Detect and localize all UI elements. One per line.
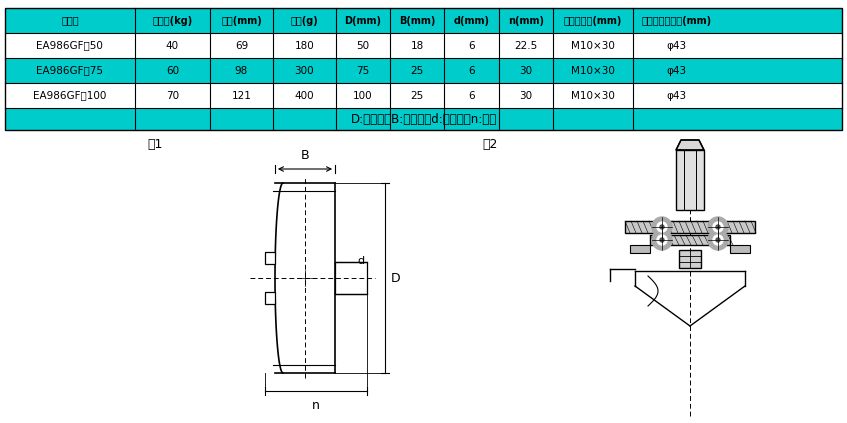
Text: 30: 30 xyxy=(519,91,533,101)
Bar xyxy=(625,221,755,233)
Text: 100: 100 xyxy=(353,91,373,101)
Text: 98: 98 xyxy=(235,66,248,75)
Circle shape xyxy=(716,225,720,229)
Text: ネジサイズ(mm): ネジサイズ(mm) xyxy=(564,16,623,25)
Text: B: B xyxy=(301,149,309,162)
Polygon shape xyxy=(676,140,704,150)
Bar xyxy=(265,252,275,264)
Text: d: d xyxy=(357,256,364,266)
Text: EA986GF－100: EA986GF－100 xyxy=(33,91,107,101)
Circle shape xyxy=(708,230,728,250)
Text: 70: 70 xyxy=(166,91,179,101)
Bar xyxy=(335,262,367,294)
Circle shape xyxy=(660,225,664,229)
Text: 全高(mm): 全高(mm) xyxy=(221,16,262,25)
Text: 図2: 図2 xyxy=(482,138,498,151)
Bar xyxy=(730,245,750,253)
Bar xyxy=(5,8,842,130)
Bar xyxy=(679,250,701,268)
Circle shape xyxy=(713,235,723,245)
Text: EA986GF－75: EA986GF－75 xyxy=(36,66,103,75)
Text: B(mm): B(mm) xyxy=(399,16,435,25)
Circle shape xyxy=(652,230,672,250)
Circle shape xyxy=(657,235,667,245)
Text: 121: 121 xyxy=(231,91,252,101)
Text: D(mm): D(mm) xyxy=(345,16,381,25)
Text: φ43: φ43 xyxy=(667,66,687,75)
Circle shape xyxy=(713,222,723,232)
Text: 図1: 図1 xyxy=(147,138,163,151)
Text: 400: 400 xyxy=(295,91,314,101)
Text: 300: 300 xyxy=(295,66,314,75)
Text: M10×30: M10×30 xyxy=(571,41,615,50)
Text: 22.5: 22.5 xyxy=(514,41,538,50)
Bar xyxy=(265,292,275,304)
Text: 25: 25 xyxy=(411,66,424,75)
Text: 品　番: 品 番 xyxy=(61,16,79,25)
Text: プレートサイズ(mm): プレートサイズ(mm) xyxy=(642,16,711,25)
Text: D:車輪径　B:車輪巾　d:車軸径　n:軸幅: D:車輪径 B:車輪巾 d:車軸径 n:軸幅 xyxy=(351,113,496,126)
Text: EA986GF－50: EA986GF－50 xyxy=(36,41,103,50)
Circle shape xyxy=(708,217,728,237)
Bar xyxy=(5,8,842,130)
Text: n(mm): n(mm) xyxy=(508,16,544,25)
Text: 6: 6 xyxy=(468,66,475,75)
Text: 50: 50 xyxy=(357,41,369,50)
Bar xyxy=(5,33,842,58)
Bar xyxy=(650,235,730,245)
Text: D: D xyxy=(391,272,401,285)
Circle shape xyxy=(660,238,664,242)
Text: φ43: φ43 xyxy=(667,41,687,50)
Text: 耐荷重(kg): 耐荷重(kg) xyxy=(152,16,192,25)
Bar xyxy=(5,83,842,108)
Text: 6: 6 xyxy=(468,41,475,50)
Text: 18: 18 xyxy=(411,41,424,50)
Text: 6: 6 xyxy=(468,91,475,101)
Text: 40: 40 xyxy=(166,41,179,50)
Text: 自重(g): 自重(g) xyxy=(291,16,318,25)
Bar xyxy=(676,150,704,210)
Text: 30: 30 xyxy=(519,66,533,75)
Text: 60: 60 xyxy=(166,66,179,75)
Text: φ43: φ43 xyxy=(667,91,687,101)
Text: n: n xyxy=(312,399,320,412)
Text: 75: 75 xyxy=(357,66,369,75)
Text: 69: 69 xyxy=(235,41,248,50)
Text: M10×30: M10×30 xyxy=(571,91,615,101)
Circle shape xyxy=(716,238,720,242)
Bar xyxy=(630,245,650,253)
Circle shape xyxy=(657,222,667,232)
Text: 180: 180 xyxy=(295,41,314,50)
Circle shape xyxy=(652,217,672,237)
Text: M10×30: M10×30 xyxy=(571,66,615,75)
Text: d(mm): d(mm) xyxy=(454,16,490,25)
Text: 25: 25 xyxy=(411,91,424,101)
